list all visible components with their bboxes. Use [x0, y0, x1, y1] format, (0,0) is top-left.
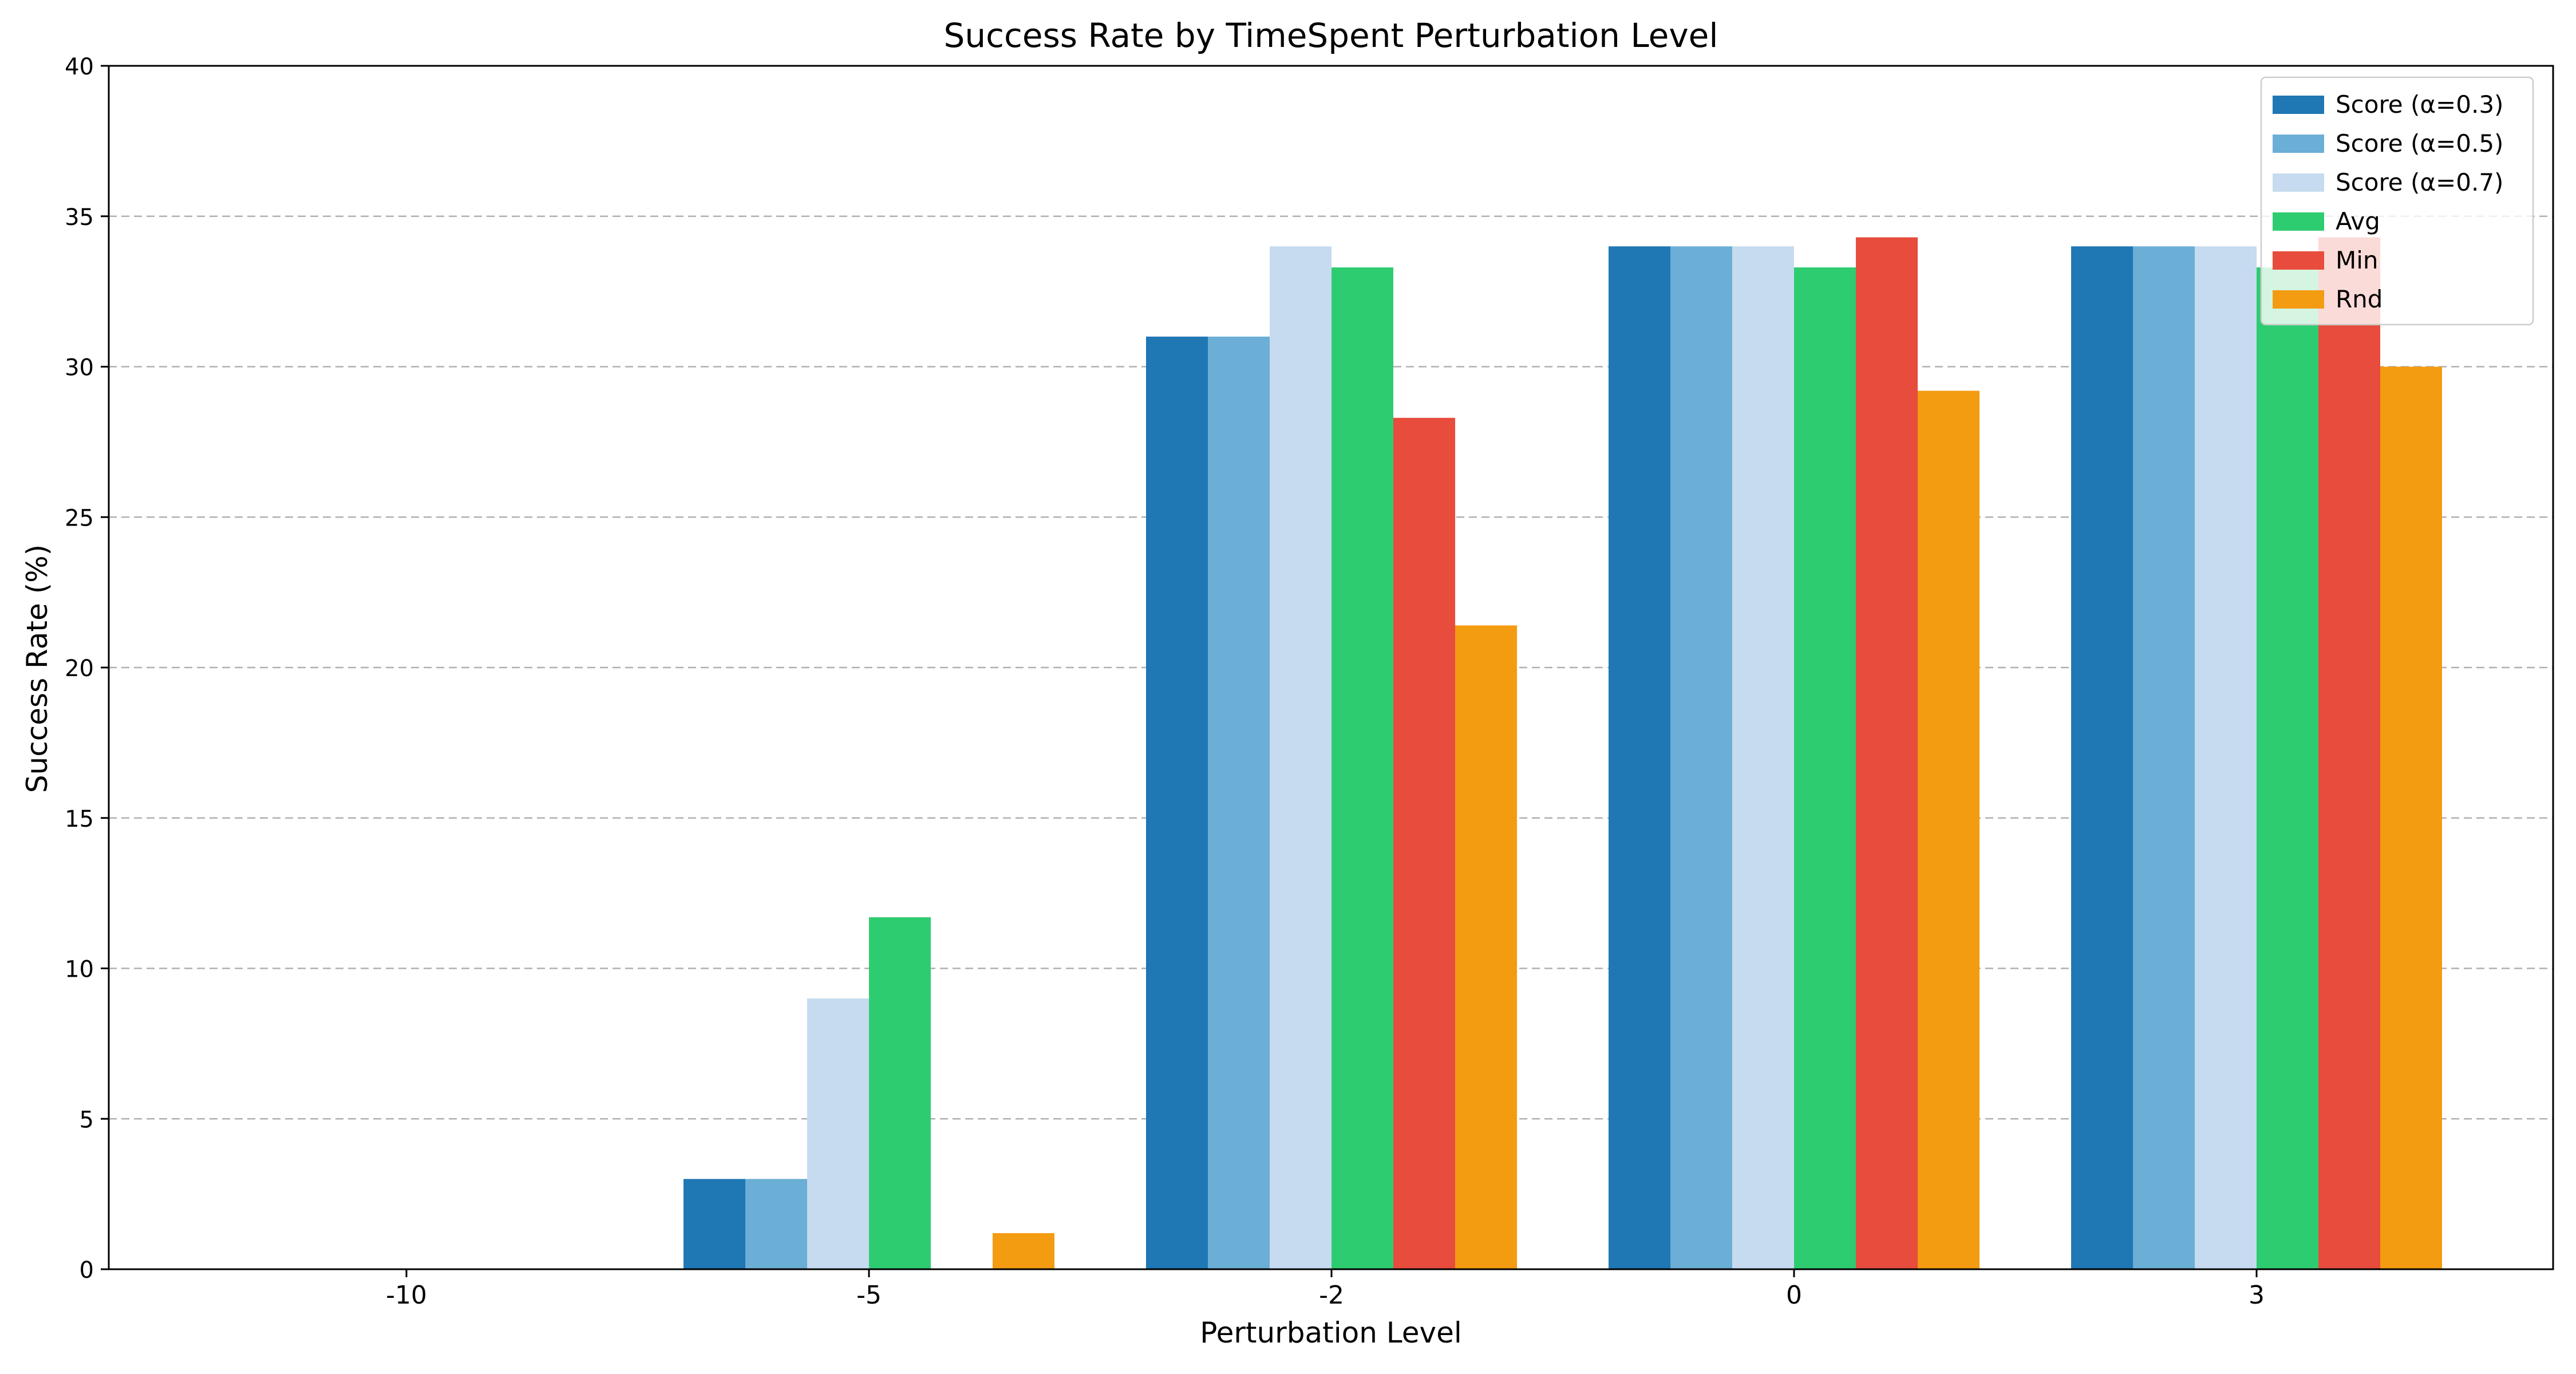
legend-label: Score (α=0.5) [2336, 129, 2503, 157]
x-tick-label: -2 [1319, 1281, 1344, 1310]
bar [1609, 246, 1670, 1269]
x-tick-label: -10 [386, 1281, 427, 1310]
x-tick-label: 0 [1786, 1281, 1802, 1310]
bar [1208, 336, 1270, 1270]
legend-swatch [2273, 173, 2324, 192]
ticks: 0 5 10 15 20 25 30 35 40 -10 -5 -2 0 3 [65, 54, 2265, 1310]
bar [1270, 246, 1332, 1269]
legend-label: Min [2336, 246, 2379, 274]
x-tick-label: -5 [856, 1281, 882, 1310]
bar [1670, 246, 1732, 1269]
bar [1732, 246, 1794, 1269]
bar [1455, 625, 1517, 1269]
legend: Score (α=0.3) Score (α=0.5) Score (α=0.7) A… [2260, 76, 2534, 326]
x-axis-label: Perturbation Level [1200, 1316, 1462, 1349]
bar [2195, 246, 2257, 1269]
y-tick-label: 40 [65, 54, 94, 80]
bar [2318, 237, 2380, 1269]
legend-label: Rnd [2336, 285, 2383, 313]
y-tick-label: 10 [65, 957, 94, 983]
y-tick-label: 20 [65, 656, 94, 682]
bar [745, 1179, 807, 1269]
y-tick-label: 25 [65, 505, 94, 531]
bar [807, 998, 869, 1269]
x-tick-label: 3 [2249, 1281, 2265, 1310]
legend-label: Avg [2336, 207, 2380, 235]
legend-swatch [2273, 135, 2324, 153]
bars [683, 237, 2442, 1270]
y-tick-label: 0 [80, 1257, 94, 1284]
y-tick-label: 35 [65, 204, 94, 231]
y-tick-label: 5 [80, 1107, 94, 1133]
y-axis-label: Success Rate (%) [21, 544, 54, 793]
bar [1918, 390, 1980, 1269]
legend-swatch [2273, 290, 2324, 309]
legend-swatch [2273, 212, 2324, 231]
bar [2071, 246, 2133, 1269]
bar [993, 1233, 1054, 1269]
legend-swatch [2273, 251, 2324, 270]
bar [1393, 417, 1455, 1270]
bar [1332, 267, 1393, 1270]
bar [2133, 246, 2195, 1269]
chart-title: Success Rate by TimeSpent Perturbation L… [944, 16, 1718, 55]
bar [1856, 237, 1918, 1269]
legend-swatch [2273, 96, 2324, 114]
bar [1146, 336, 1208, 1270]
y-tick-label: 15 [65, 806, 94, 832]
bar [683, 1179, 745, 1269]
y-tick-label: 30 [65, 355, 94, 381]
bar [2257, 267, 2318, 1270]
legend-box [2260, 76, 2534, 326]
legend-label: Score (α=0.7) [2336, 168, 2503, 196]
bar [2380, 366, 2442, 1269]
bar [1794, 267, 1856, 1270]
legend-label: Score (α=0.3) [2336, 90, 2503, 119]
bar [869, 917, 931, 1269]
